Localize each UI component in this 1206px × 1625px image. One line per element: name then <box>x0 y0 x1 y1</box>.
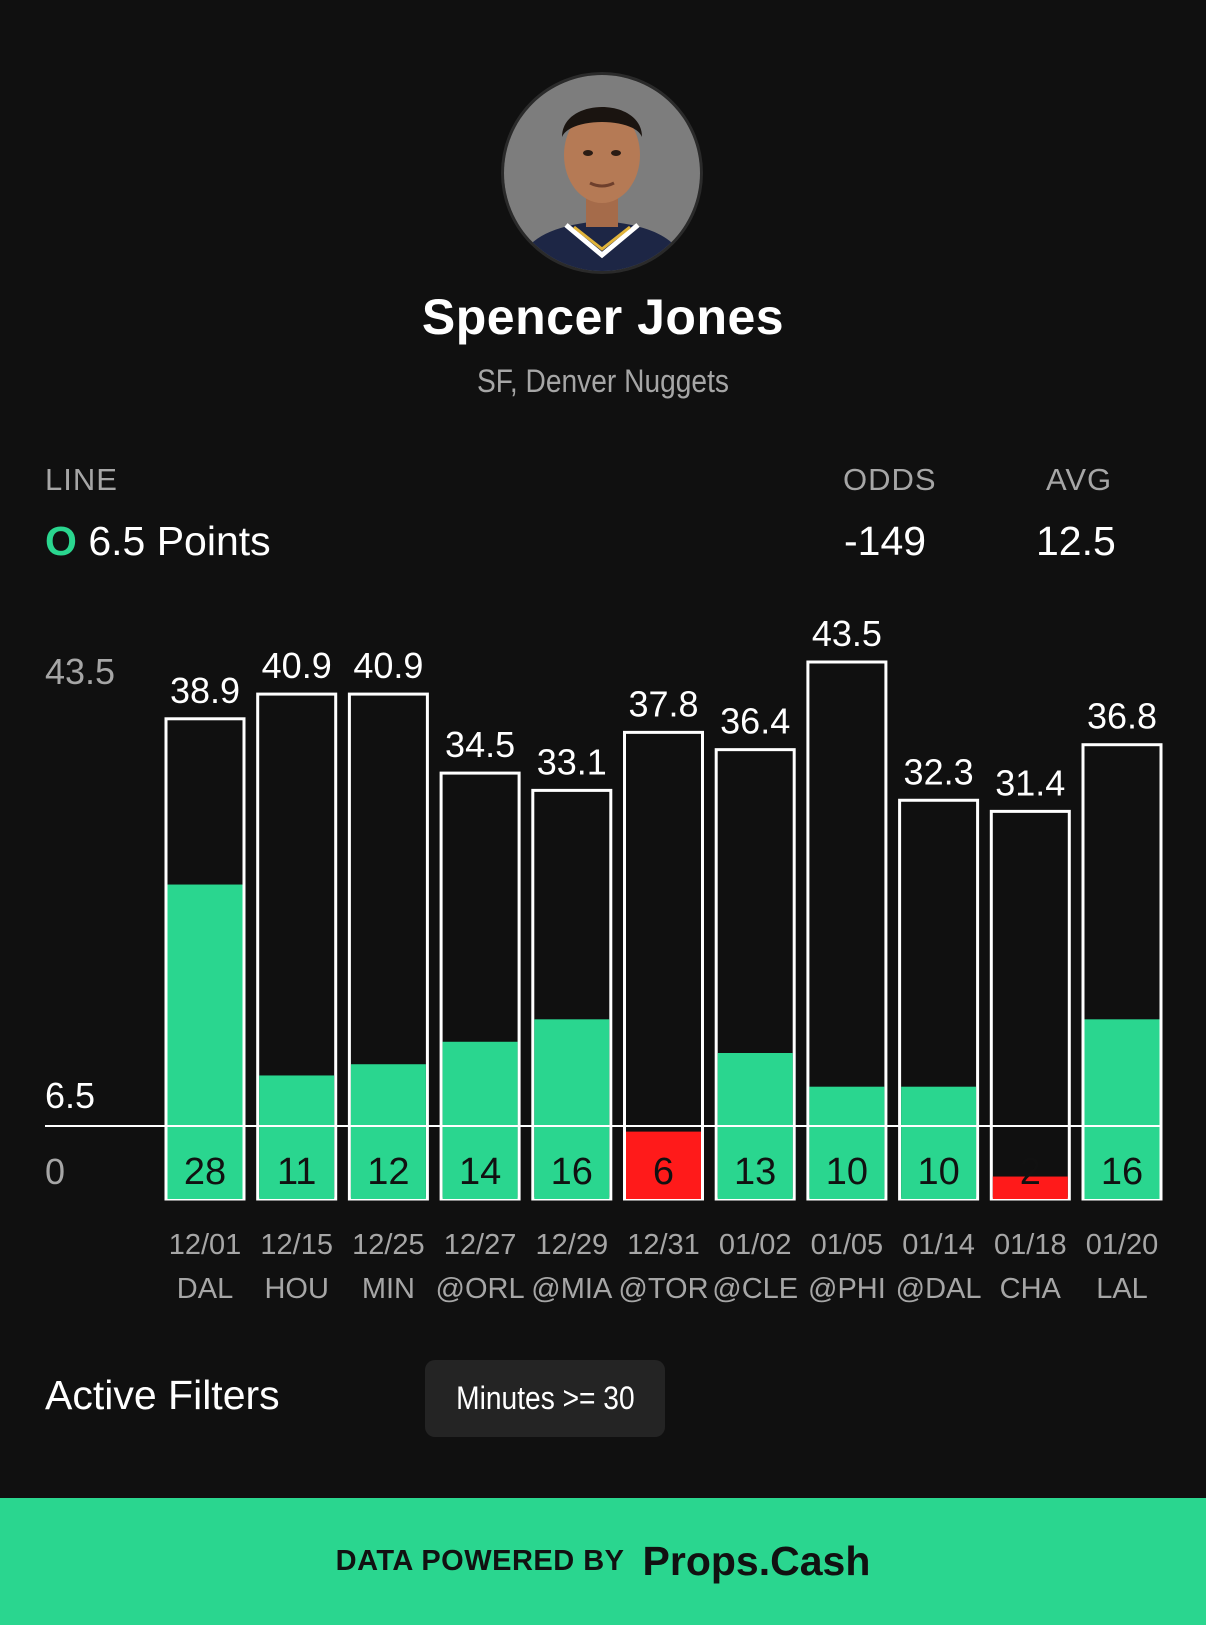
points-label: 11 <box>277 1151 316 1193</box>
points-bar <box>442 1041 518 1199</box>
points-bar <box>534 1019 610 1199</box>
game-date-label: 12/25 <box>352 1229 425 1261</box>
odds-value: -149 <box>844 518 927 564</box>
y-tick-label: 6.5 <box>45 1075 95 1116</box>
game-date-label: 01/20 <box>1086 1229 1159 1261</box>
odds-label: ODDS <box>843 462 937 497</box>
game-log-chart: 43.5 6.5 0 38.9 28 12/01 DAL 40.9 11 12/15 HOU 40.9… <box>45 613 1163 1305</box>
points-bar <box>809 1086 885 1199</box>
avg-label: AVG <box>1046 462 1113 497</box>
line-value: 6.5 Points <box>88 518 271 564</box>
over-indicator: O <box>45 518 77 564</box>
opponent-label: @MIA <box>531 1273 613 1305</box>
points-bar <box>1084 1019 1160 1199</box>
avg-value: 12.5 <box>1036 518 1116 564</box>
minutes-label: 43.5 <box>812 613 882 654</box>
active-filters-label: Active Filters <box>45 1372 280 1418</box>
points-bar <box>901 1086 977 1199</box>
points-label: 6 <box>653 1151 674 1193</box>
points-bar <box>626 1131 701 1199</box>
opponent-label: @TOR <box>618 1273 708 1305</box>
game-date-label: 01/02 <box>719 1229 792 1261</box>
opponent-label: @DAL <box>896 1273 982 1305</box>
game-date-label: 12/01 <box>169 1229 242 1261</box>
game-date-label: 12/31 <box>627 1229 700 1261</box>
points-label: 10 <box>917 1151 959 1193</box>
game-date-label: 12/29 <box>536 1229 609 1261</box>
minutes-label: 38.9 <box>170 670 240 711</box>
points-label: 13 <box>734 1151 776 1193</box>
filter-chip-minutes[interactable]: Minutes >= 30 <box>425 1360 665 1437</box>
opponent-label: @CLE <box>712 1273 798 1305</box>
y-tick-label: 43.5 <box>45 651 115 692</box>
minutes-label: 37.8 <box>628 683 698 724</box>
opponent-label: MIN <box>362 1273 415 1305</box>
minutes-bar <box>989 809 1071 1201</box>
game-date-label: 01/18 <box>994 1229 1067 1261</box>
opponent-label: HOU <box>264 1273 328 1305</box>
minutes-label: 31.4 <box>995 762 1065 803</box>
minutes-label: 40.9 <box>353 645 423 686</box>
line-label: LINE <box>45 462 118 497</box>
opponent-label: @PHI <box>808 1273 886 1305</box>
points-label: 10 <box>826 1151 868 1193</box>
game-date-label: 12/27 <box>444 1229 517 1261</box>
footer-prefix: DATA POWERED BY <box>335 1545 625 1577</box>
minutes-label: 36.4 <box>720 701 790 742</box>
minutes-label: 33.1 <box>537 741 607 782</box>
points-bar <box>167 884 243 1199</box>
y-tick-label: 0 <box>45 1151 65 1192</box>
points-label: 16 <box>551 1151 593 1193</box>
points-bar <box>992 1176 1068 1199</box>
player-name: Spencer Jones <box>421 289 785 345</box>
points-label: 28 <box>184 1151 226 1193</box>
points-label: 12 <box>367 1151 409 1193</box>
opponent-label: @ORL <box>436 1273 525 1305</box>
minutes-label: 36.8 <box>1087 696 1157 737</box>
minutes-bar <box>623 730 704 1201</box>
opponent-label: CHA <box>1000 1273 1062 1305</box>
minutes-label: 32.3 <box>904 751 974 792</box>
minutes-label: 40.9 <box>262 645 332 686</box>
minutes-label: 34.5 <box>445 724 515 765</box>
points-label: 14 <box>459 1151 501 1193</box>
player-team: SF, Denver Nuggets <box>476 363 729 399</box>
player-avatar <box>501 72 703 274</box>
points-label: 2 <box>1020 1151 1041 1193</box>
line-value-row: O 6.5 Points <box>45 518 271 565</box>
points-label: 16 <box>1101 1151 1143 1193</box>
points-bar <box>259 1075 335 1199</box>
game-date-label: 12/15 <box>260 1229 333 1261</box>
game-date-label: 01/14 <box>902 1229 975 1261</box>
footer-banner[interactable]: DATA POWERED BY Props.Cash <box>0 1498 1206 1625</box>
game-date-label: 01/05 <box>811 1229 884 1261</box>
footer-brand-logo: Props.Cash <box>642 1538 871 1584</box>
points-bar <box>350 1064 426 1199</box>
opponent-label: DAL <box>177 1273 233 1305</box>
opponent-label: LAL <box>1096 1273 1148 1305</box>
